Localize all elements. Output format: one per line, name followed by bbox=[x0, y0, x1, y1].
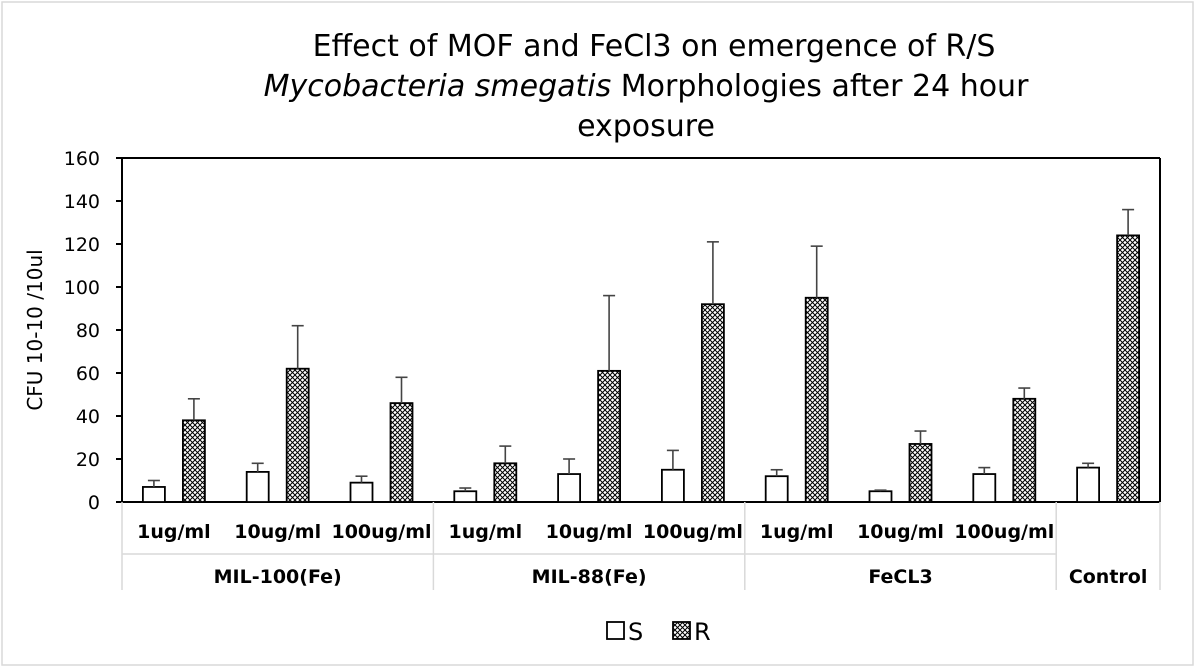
chart-title-line3: exposure bbox=[577, 109, 715, 144]
bar-r bbox=[701, 303, 725, 503]
bar-r bbox=[804, 296, 829, 503]
bar-s bbox=[972, 473, 997, 503]
bar-s bbox=[764, 475, 789, 503]
bar-s bbox=[245, 470, 270, 503]
bar-s bbox=[661, 468, 685, 503]
y-tick-label: 140 bbox=[64, 191, 100, 213]
bar-r bbox=[1012, 397, 1037, 503]
plot-area: 0 20 40 60 80 100 120 140 160 MIL-100(Fe) MIL-88(F… bbox=[64, 148, 1161, 590]
category-label: 10ug/ml bbox=[857, 521, 944, 543]
category-label: 1ug/ml bbox=[760, 521, 834, 543]
category-label: 10ug/ml bbox=[234, 521, 321, 543]
bar-r bbox=[285, 367, 310, 503]
bar-r bbox=[1116, 234, 1140, 503]
y-tick-label: 160 bbox=[64, 148, 100, 170]
bar-s bbox=[1076, 466, 1100, 503]
y-tick-label: 20 bbox=[76, 449, 100, 471]
category-label: 100ug/ml bbox=[331, 521, 431, 543]
y-axis-label: CFU 10-10 /10ul bbox=[23, 249, 47, 410]
bar-r bbox=[493, 462, 518, 503]
bar-r bbox=[389, 402, 414, 503]
category-label: 10ug/ml bbox=[546, 521, 633, 543]
bar-s bbox=[141, 486, 166, 503]
legend-label-s: S bbox=[628, 618, 643, 646]
legend-label-r: R bbox=[694, 618, 711, 646]
y-tick-label: 100 bbox=[64, 277, 100, 299]
bar-r bbox=[181, 419, 206, 503]
legend-swatch-s bbox=[606, 621, 625, 640]
chart-title-line2-rest: Morphologies after 24 hour bbox=[611, 69, 1029, 104]
category-label: 1ug/ml bbox=[137, 521, 211, 543]
chart-title-line1: Effect of MOF and FeCl3 on emergence of … bbox=[313, 29, 996, 64]
bar-r bbox=[597, 369, 621, 503]
legend-swatch-r bbox=[672, 621, 691, 640]
bar-r bbox=[908, 443, 933, 503]
bar-s bbox=[868, 490, 893, 503]
chart-title-line2: Mycobacteria smegatis Morphologies after… bbox=[264, 69, 1029, 104]
y-tick-label: 0 bbox=[88, 492, 100, 514]
y-tick-label: 40 bbox=[76, 406, 100, 428]
y-tick-label: 120 bbox=[64, 234, 100, 256]
bar-s bbox=[557, 473, 581, 503]
bar-s bbox=[453, 490, 478, 503]
category-label: 100ug/ml bbox=[643, 521, 743, 543]
y-tick-label: 60 bbox=[76, 363, 100, 385]
category-label: 1ug/ml bbox=[448, 521, 522, 543]
group-label: MIL-88(Fe) bbox=[532, 566, 647, 588]
group-label: Control bbox=[1069, 566, 1148, 588]
bar-s bbox=[349, 481, 374, 503]
chart-title-species: Mycobacteria smegatis bbox=[264, 69, 612, 104]
category-label: 100ug/ml bbox=[954, 521, 1054, 543]
group-label: FeCL3 bbox=[868, 566, 932, 588]
y-tick-label: 80 bbox=[76, 320, 100, 342]
group-label: MIL-100(Fe) bbox=[214, 566, 342, 588]
